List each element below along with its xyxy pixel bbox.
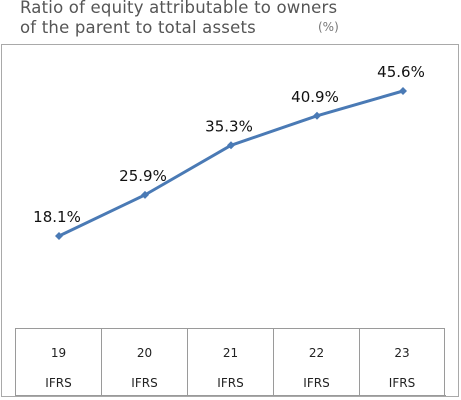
data-label-19: 18.1% (33, 208, 81, 226)
x-tick-label: 22 (308, 346, 325, 360)
data-label-21: 35.3% (205, 117, 253, 135)
data-point-20 (141, 190, 149, 199)
chart-frame (1, 44, 459, 397)
data-label-23: 45.6% (377, 63, 425, 81)
x-tick-label: 21 (222, 346, 239, 360)
x-tick-sublabel: IFRS (388, 376, 416, 390)
x-tick-label: 19 (50, 346, 67, 360)
data-point-23 (399, 87, 407, 95)
data-point-22 (313, 111, 321, 120)
data-point-21 (227, 141, 235, 150)
data-label-20: 25.9% (119, 167, 167, 185)
series-line (58, 89, 404, 238)
x-tick-label: 20 (136, 346, 153, 360)
x-tick-sublabel: IFRS (131, 376, 158, 390)
data-label-22: 40.9% (291, 88, 339, 106)
x-tick-sublabel: IFRS (45, 376, 72, 390)
category-cell-19: 19 IFRS (15, 328, 101, 396)
x-tick-sublabel: IFRS (217, 376, 244, 390)
chart-title-line-2: of the parent to total assets (20, 18, 256, 37)
category-cell-21: 21 IFRS (187, 328, 273, 396)
data-point-19 (55, 232, 63, 240)
category-cell-20: 20 IFRS (101, 328, 187, 396)
category-table-bottom-border (15, 395, 446, 396)
unit-label: (%) (318, 20, 339, 34)
category-cell-23: 23 IFRS (359, 328, 445, 396)
x-tick-sublabel: IFRS (303, 376, 330, 390)
x-tick-label: 23 (394, 346, 410, 360)
category-cell-22: 22 IFRS (273, 328, 359, 396)
chart-title-line-1: Ratio of equity attributable to owners (20, 0, 338, 17)
